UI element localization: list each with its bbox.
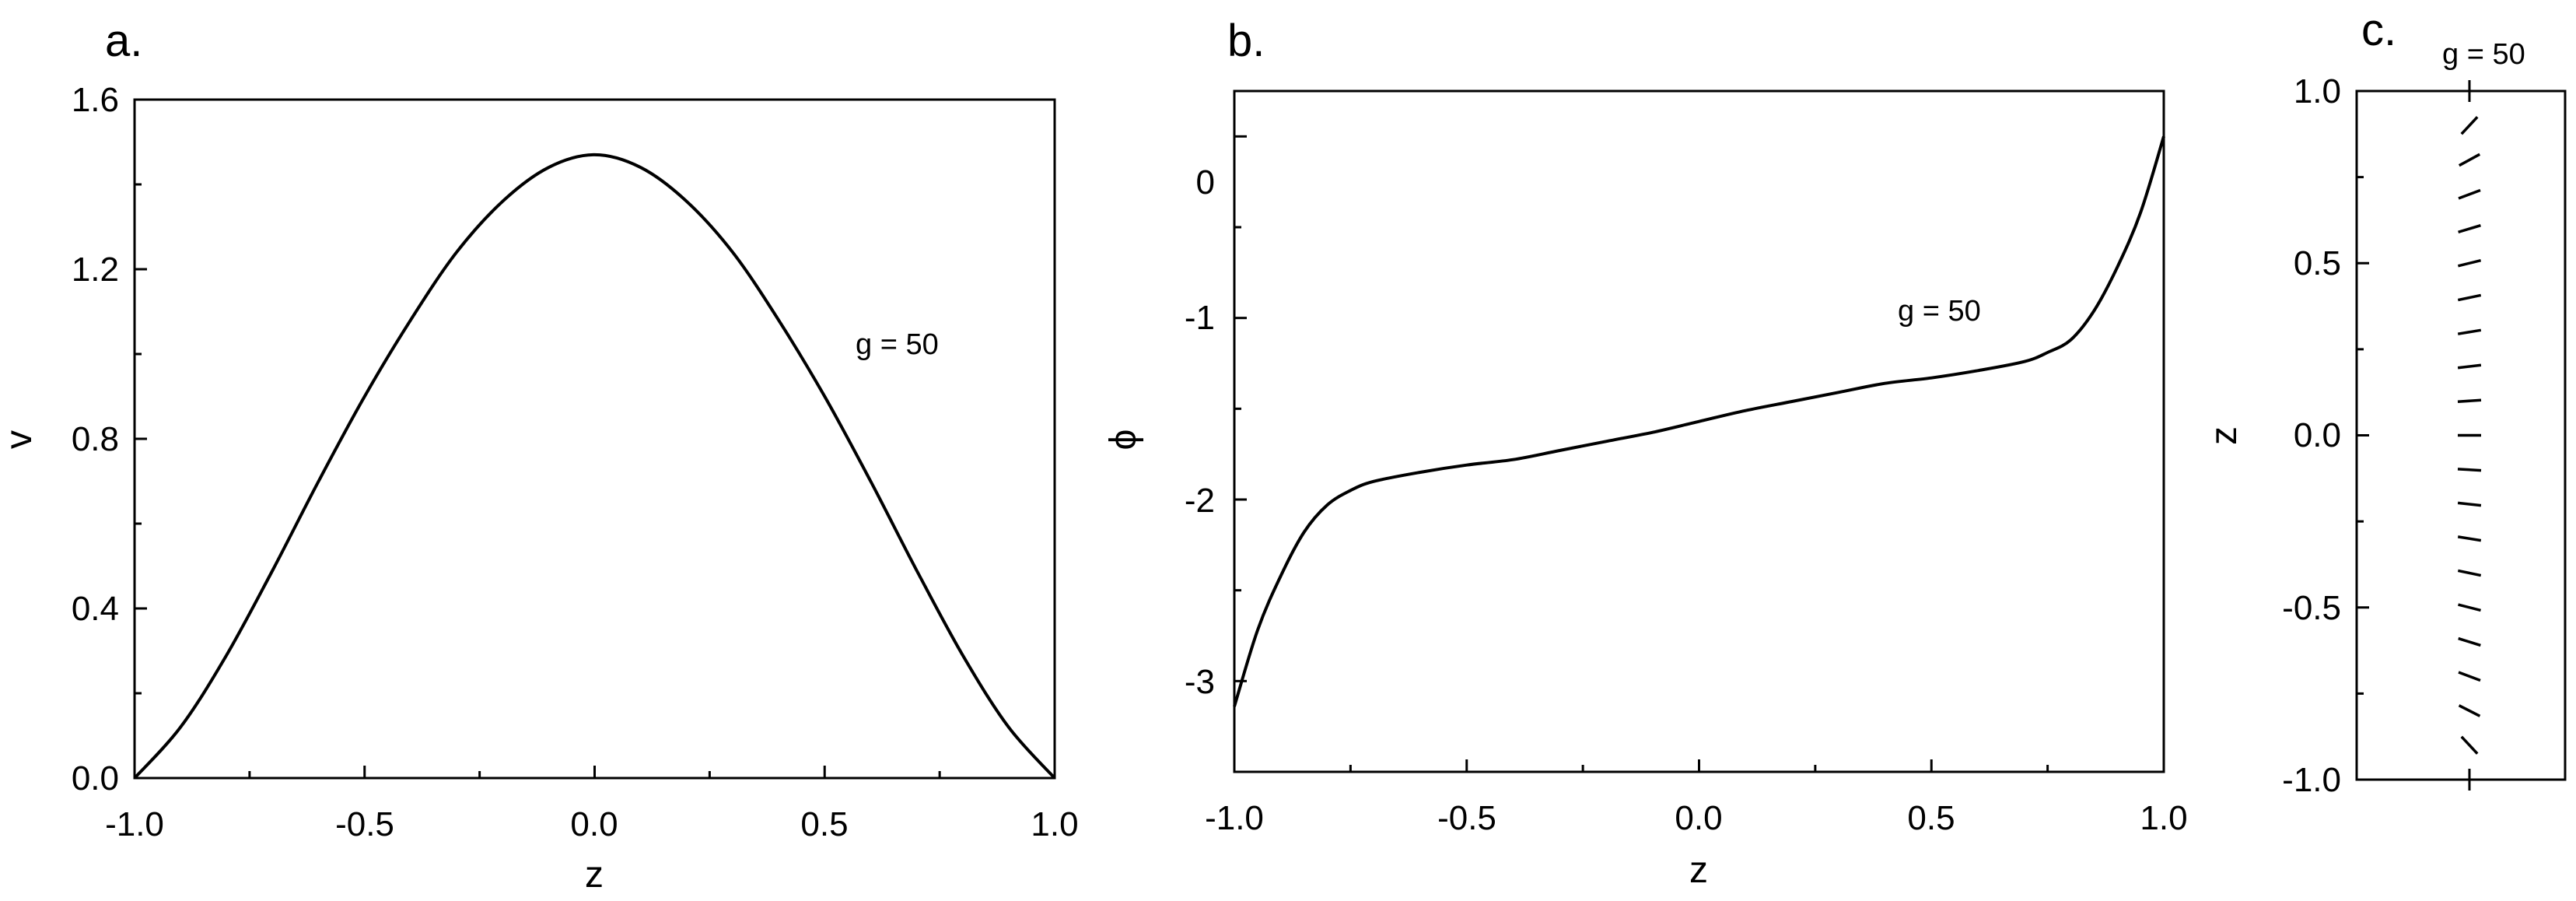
panel-c-director-dash: [2457, 535, 2482, 542]
panel-a-y-tick-label: 0.4: [72, 590, 119, 628]
panel-b-x-tick-label: 0.0: [1675, 799, 1722, 837]
panel-a-x-tick-label: 1.0: [1031, 805, 1078, 843]
panel-b-x-tick-label: 1.0: [2140, 799, 2187, 837]
panel-a-annotation: g = 50: [856, 328, 939, 361]
panel-b: b. 0 -1 -2 -3 -1.0 -0.5 0.0 0.5 1.0 z ϕ …: [1103, 16, 2188, 891]
panel-b-x-tick-label: -0.5: [1437, 799, 1496, 837]
panel-c-director-dash: [2458, 603, 2481, 612]
panel-c-director-dash: [2457, 501, 2482, 507]
panel-c-director-dash: [2460, 116, 2479, 135]
panel-a-label: a.: [105, 16, 142, 66]
panel-a-y-tick-label: 1.6: [72, 81, 119, 119]
panel-c-y-tick-label: 0.0: [2294, 416, 2341, 454]
panel-c-y-axis-label: z: [2203, 426, 2245, 445]
panel-b-series-line: [1233, 135, 2165, 707]
panel-c-y-tick-label: 0.5: [2294, 244, 2341, 282]
panel-b-annotation: g = 50: [1898, 295, 1981, 328]
panel-c-director-dash: [2458, 153, 2481, 167]
panel-c-director-dash: [2458, 704, 2481, 717]
panel-a-x-tick-label: 0.0: [570, 805, 618, 843]
panel-c: c. -1.0 -0.5 0.0 0.5 1.0 z g = 50: [2203, 5, 2567, 799]
panel-c-director-dash: [2458, 636, 2481, 647]
panel-c-y-tick-label: 1.0: [2294, 72, 2341, 110]
panel-b-x-tick-label: 0.5: [1907, 799, 1955, 837]
panel-b-label: b.: [1227, 16, 1265, 66]
panel-b-plot-frame: [1233, 89, 2165, 773]
panel-b-x-axis-label: z: [1689, 850, 1708, 891]
panel-a: a. 0.0 0.4 0.8 1.2 1.6 -1.0 -0.5 0.0 0.5…: [0, 16, 1079, 896]
panel-c-annotation: g = 50: [2442, 38, 2525, 71]
panel-c-director-dash: [2457, 398, 2482, 403]
panel-c-director-dash: [2457, 363, 2482, 370]
panel-c-director-dash: [2457, 293, 2482, 302]
panel-a-x-axis-label: z: [585, 854, 604, 896]
panel-b-y-tick-label: -3: [1185, 663, 1215, 701]
panel-c-y-tick-label: -1.0: [2282, 761, 2341, 799]
panel-c-director-field: [2457, 116, 2482, 755]
panel-c-director-dash: [2458, 671, 2481, 682]
panel-a-ticks: [133, 98, 1056, 780]
panel-b-y-tick-label: -2: [1185, 482, 1215, 520]
panel-c-director-dash: [2457, 328, 2482, 335]
panel-b-y-axis-label: ϕ: [1103, 429, 1144, 450]
panel-a-series-line: [133, 153, 1056, 780]
panel-c-director-dash: [2457, 258, 2482, 268]
panel-b-x-tick-label: -1.0: [1205, 799, 1264, 837]
panel-b-y-tick-label: -1: [1185, 299, 1215, 337]
panel-c-director-dash: [2458, 188, 2481, 200]
panel-c-director-dash: [2460, 735, 2479, 755]
panel-a-y-tick-label: 0.8: [72, 420, 119, 458]
panel-b-y-tick-label: 0: [1196, 163, 1215, 202]
panel-a-y-axis-label: v: [0, 430, 40, 449]
panel-c-ticks: [2357, 80, 2471, 791]
panel-c-director-dash: [2457, 468, 2482, 472]
panel-b-ticks: [1233, 135, 2165, 773]
panel-a-x-tick-label: -0.5: [335, 805, 394, 843]
panel-a-plot-frame: [133, 98, 1056, 780]
panel-c-label: c.: [2361, 5, 2396, 55]
panel-a-x-tick-label: 0.5: [800, 805, 848, 843]
panel-a-x-tick-label: -1.0: [105, 805, 164, 843]
panel-a-y-tick-label: 1.2: [72, 251, 119, 289]
panel-a-y-tick-label: 0.0: [72, 759, 119, 798]
panel-c-y-tick-label: -0.5: [2282, 589, 2341, 627]
panel-c-director-dash: [2458, 224, 2481, 233]
panel-c-director-dash: [2457, 569, 2482, 577]
